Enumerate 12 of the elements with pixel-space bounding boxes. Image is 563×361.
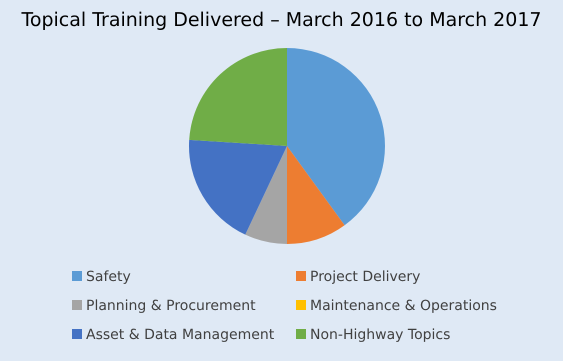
chart-title: Topical Training Delivered – March 2016 to March 2017	[20, 9, 542, 31]
pie-slice	[245, 146, 287, 244]
pie-slice	[189, 48, 287, 146]
legend-label: Non-Highway Topics	[310, 327, 450, 343]
pie-slice	[287, 48, 385, 226]
legend-label: Safety	[86, 269, 131, 285]
legend-label: Asset & Data Management	[86, 327, 275, 343]
legend-label: Project Delivery	[310, 269, 420, 285]
pie-slice	[287, 146, 345, 244]
pie-slice	[189, 140, 287, 235]
legend-label: Planning & Procurement	[86, 298, 256, 314]
legend-label: Maintenance & Operations	[310, 298, 497, 314]
